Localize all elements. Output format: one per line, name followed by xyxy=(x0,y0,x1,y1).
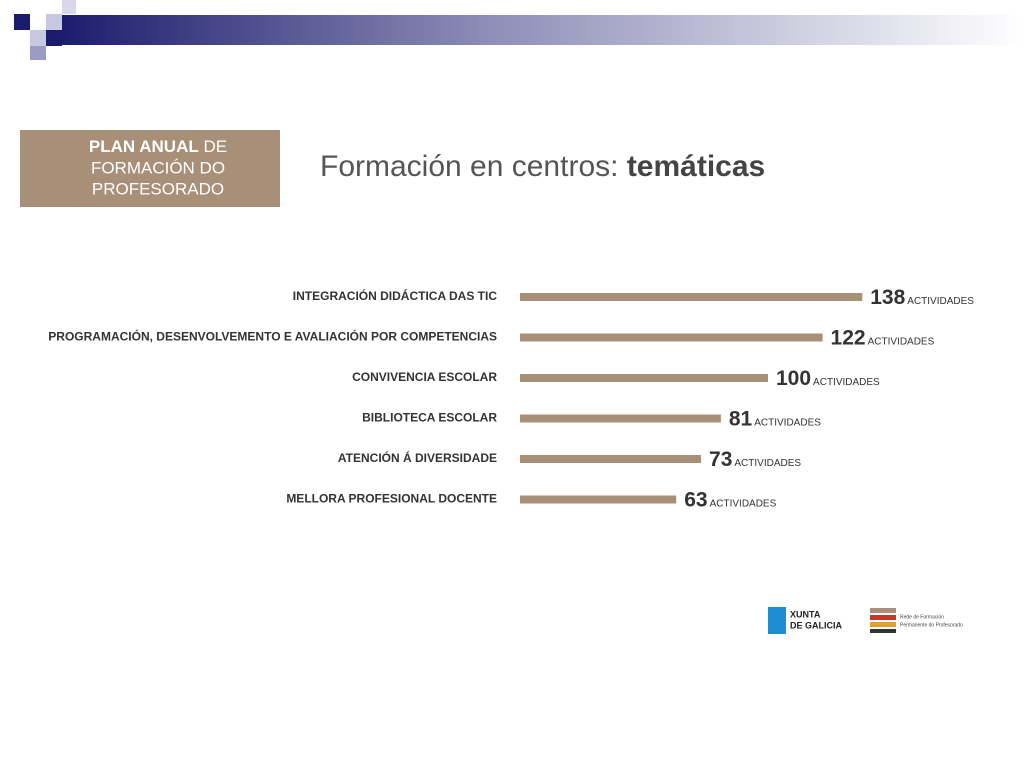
value-number: 63 xyxy=(684,488,707,511)
value-unit: ACTIVIDADES xyxy=(868,336,935,347)
value-label: 73 ACTIVIDADES xyxy=(709,448,801,471)
value-number: 100 xyxy=(776,367,811,390)
bar xyxy=(520,374,768,382)
value-unit: ACTIVIDADES xyxy=(754,417,821,428)
value-unit: ACTIVIDADES xyxy=(734,458,801,469)
value-number: 138 xyxy=(870,286,905,309)
category-label: PROGRAMACIÓN, DESENVOLVEMENTO E AVALIACI… xyxy=(48,329,497,344)
value-label: 122 ACTIVIDADES xyxy=(831,326,935,349)
value-unit: ACTIVIDADES xyxy=(710,498,777,509)
value-label: 100 ACTIVIDADES xyxy=(776,367,880,390)
value-number: 73 xyxy=(709,448,732,471)
header-line: PLAN ANUAL DE xyxy=(89,137,227,156)
value-number: 122 xyxy=(831,326,866,349)
logo-text: XUNTA xyxy=(790,609,821,619)
value-number: 81 xyxy=(729,407,753,430)
value-unit: ACTIVIDADES xyxy=(907,296,974,307)
header-line: PROFESORADO xyxy=(92,179,224,198)
logo-text: DE GALICIA xyxy=(790,620,843,630)
value-unit: ACTIVIDADES xyxy=(813,377,880,388)
bar xyxy=(520,455,702,463)
value-label: 138 ACTIVIDADES xyxy=(870,286,974,309)
value-label: 63 ACTIVIDADES xyxy=(684,488,776,511)
logo-text: Permanente do Profesorado xyxy=(900,622,963,628)
chart-title: Formación en centros: temáticas xyxy=(320,150,765,183)
category-label: BIBLIOTECA ESCOLAR xyxy=(362,411,497,425)
value-label: 81 ACTIVIDADES xyxy=(729,407,821,430)
logo-text: Rede de Formación xyxy=(900,614,944,620)
top-decoration xyxy=(14,0,1024,60)
header-line: FORMACIÓN DO xyxy=(91,158,225,177)
xunta-logo: XUNTA DE GALICIA xyxy=(768,607,843,634)
category-label: CONVIVENCIA ESCOLAR xyxy=(352,370,497,384)
header-box xyxy=(20,130,280,207)
category-label: MELLORA PROFESIONAL DOCENTE xyxy=(286,492,497,506)
category-label: INTEGRACIÓN DIDÁCTICA DAS TIC xyxy=(293,288,498,303)
bar xyxy=(520,414,721,423)
bar xyxy=(520,495,677,504)
bar xyxy=(520,333,823,342)
category-label: ATENCIÓN Á DIVERSIDADE xyxy=(338,450,497,465)
rede-logo: Rede de Formación Permanente do Profesor… xyxy=(870,608,963,633)
bar xyxy=(520,293,863,301)
bar-chart: INTEGRACIÓN DIDÁCTICA DAS TIC 138 ACTIVIDA… xyxy=(48,286,974,512)
